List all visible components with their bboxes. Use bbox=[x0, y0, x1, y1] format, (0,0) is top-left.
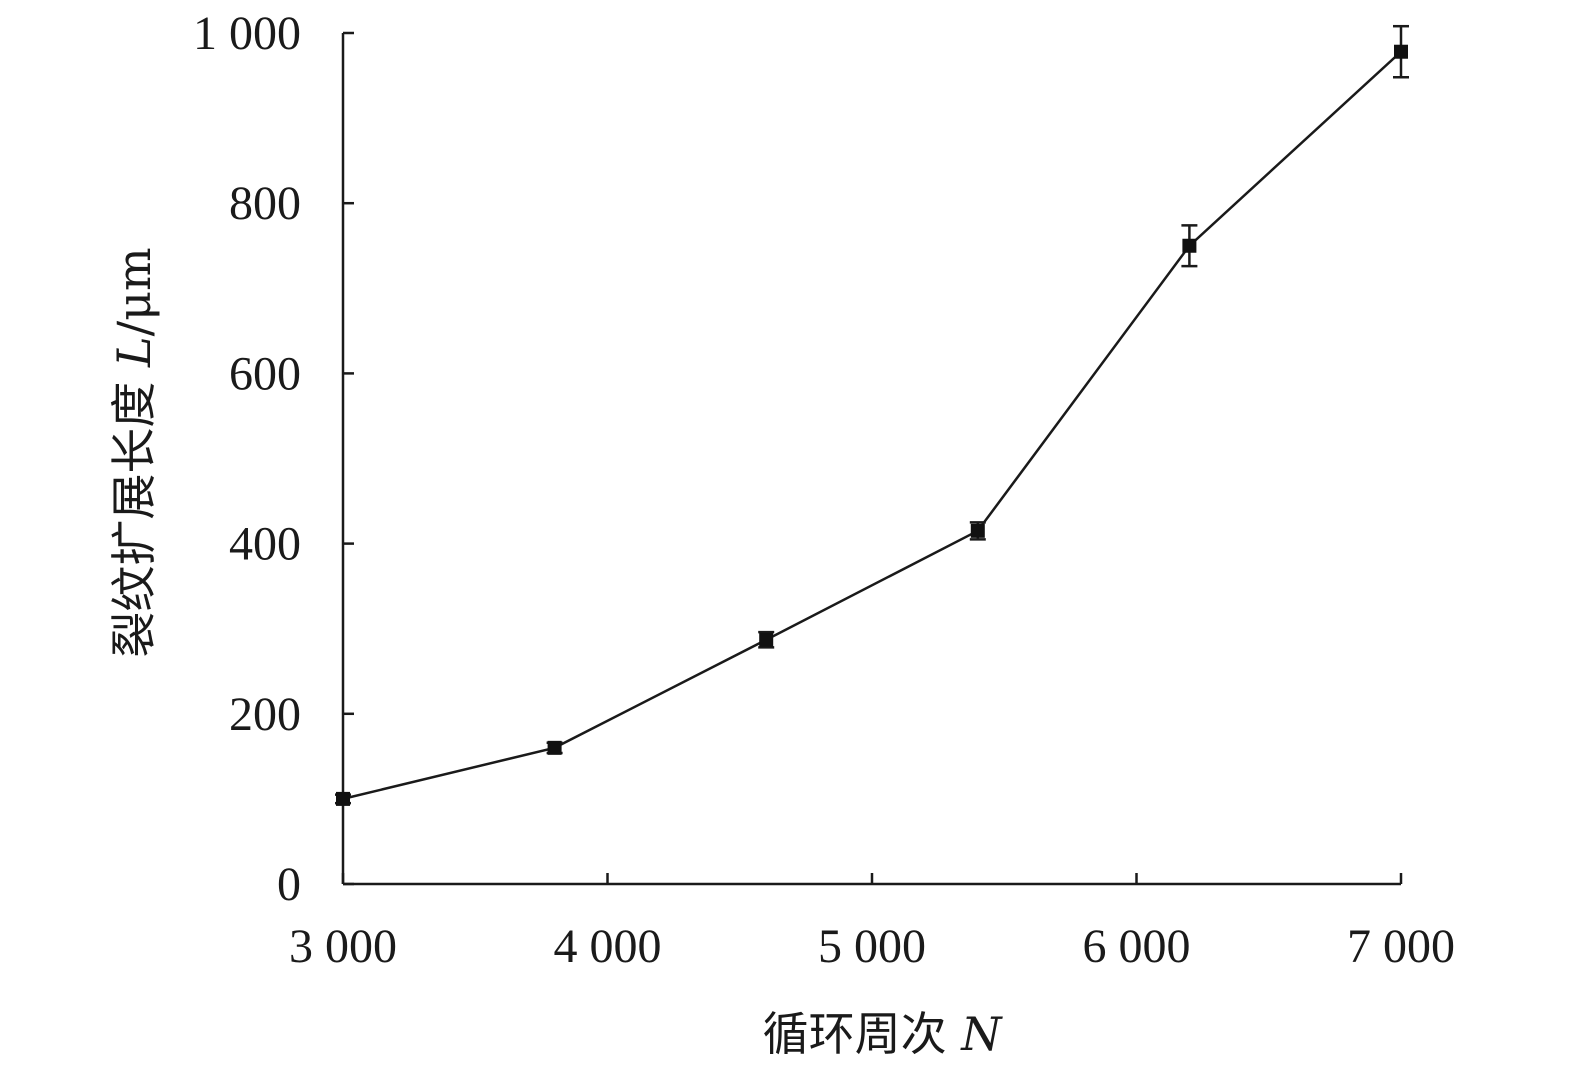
y-tick-label: 600 bbox=[229, 347, 301, 400]
series-line bbox=[342, 50, 1402, 801]
ticks: 0 200 400 600 800 1 000 3 000 4 000 5 000 6 000 7 … bbox=[193, 7, 1455, 973]
y-tick-label: 800 bbox=[229, 177, 301, 230]
x-tick-label: 5 000 bbox=[818, 920, 926, 973]
y-axis-title: 裂纹扩展长度 L/μm bbox=[107, 247, 161, 657]
data-point bbox=[1182, 238, 1197, 253]
data-point bbox=[759, 632, 774, 647]
data-point bbox=[336, 791, 350, 806]
data-point bbox=[1394, 44, 1408, 59]
y-axis-title-text: 裂纹扩展长度 bbox=[107, 367, 161, 658]
markers bbox=[336, 44, 1408, 806]
y-tick-label: 200 bbox=[229, 688, 301, 741]
series bbox=[342, 50, 1402, 801]
x-axis-title: 循环周次 N bbox=[763, 1007, 1004, 1061]
x-tick-label: 3 000 bbox=[289, 920, 397, 973]
y-axis-title-unit: /μm bbox=[107, 247, 161, 336]
y-tick-label: 1 000 bbox=[193, 7, 301, 60]
x-axis-title-text: 循环周次 bbox=[763, 1007, 962, 1061]
y-tick-label: 400 bbox=[229, 518, 301, 571]
axes bbox=[341, 33, 1401, 886]
x-tick-label: 7 000 bbox=[1347, 920, 1455, 973]
data-point bbox=[970, 523, 985, 538]
y-tick-label: 0 bbox=[277, 858, 301, 911]
x-tick-label: 6 000 bbox=[1083, 920, 1191, 973]
data-point bbox=[547, 740, 562, 755]
error-bars bbox=[335, 24, 1409, 805]
x-tick-label: 4 000 bbox=[554, 920, 662, 973]
x-axis-title-var: N bbox=[960, 1007, 1003, 1061]
y-axis-title-var: L bbox=[107, 336, 161, 368]
